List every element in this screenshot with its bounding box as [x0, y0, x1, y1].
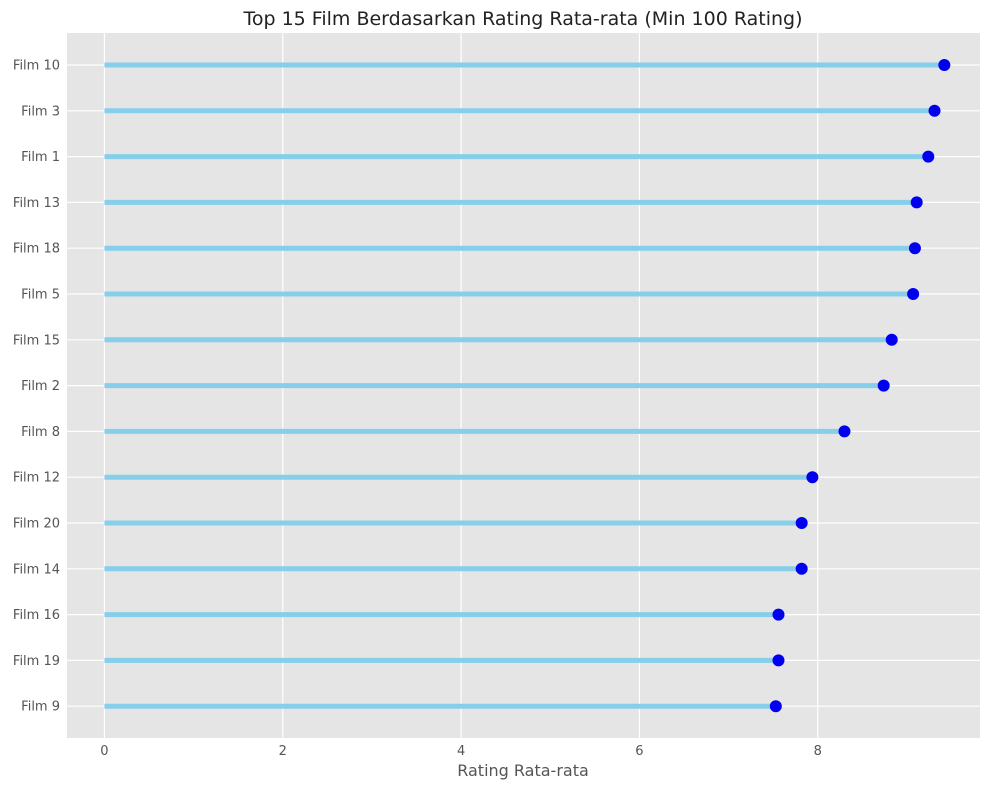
lollipop-marker	[907, 288, 920, 300]
lollipop-marker	[806, 471, 819, 484]
lollipop-marker	[922, 150, 935, 163]
y-tick-label: Film 12	[13, 471, 60, 486]
chart-marks	[104, 59, 951, 713]
y-tick-label: Film 5	[21, 288, 60, 303]
y-tick-label: Film 16	[13, 608, 60, 623]
x-tick-label: 2	[279, 744, 287, 759]
lollipop-marker	[795, 562, 808, 575]
x-tick-labels: 0 2 4 6 8	[100, 744, 822, 759]
lollipop-marker	[877, 379, 890, 392]
y-tick-label: Film 18	[13, 242, 60, 257]
x-tick-label: 0	[100, 744, 108, 759]
lollipop-marker	[938, 59, 951, 71]
y-tick-label: Film 1	[21, 150, 60, 165]
y-tick-label: Film 8	[21, 425, 60, 440]
lollipop-marker	[910, 196, 923, 209]
y-tick-label: Film 10	[13, 59, 60, 74]
y-tick-label: Film 19	[13, 654, 60, 669]
lollipop-marker	[838, 425, 851, 438]
chart-title: Top 15 Film Berdasarkan Rating Rata-rata…	[242, 8, 802, 30]
y-tick-label: Film 3	[21, 104, 60, 119]
x-tick-label: 8	[814, 744, 822, 759]
x-tick-label: 6	[635, 744, 643, 759]
lollipop-marker	[908, 242, 921, 255]
y-tick-label: Film 9	[21, 700, 60, 715]
lollipop-marker	[795, 517, 808, 529]
x-tick-label: 4	[457, 744, 465, 759]
lollipop-marker	[769, 700, 782, 713]
lollipop-marker	[928, 104, 941, 117]
x-axis-label: Rating Rata-rata	[457, 761, 589, 780]
lollipop-marker	[772, 608, 785, 621]
y-tick-label: Film 14	[13, 562, 60, 577]
y-tick-label: Film 15	[13, 333, 60, 348]
y-tick-label: Film 13	[13, 196, 60, 211]
lollipop-marker	[772, 654, 785, 667]
y-tick-labels: Film 10 Film 3 Film 1 Film 13 Film 18 Film 5 F…	[13, 59, 60, 715]
y-tick-label: Film 2	[21, 379, 60, 394]
lollipop-marker	[885, 333, 898, 346]
y-tick-label: Film 20	[13, 517, 60, 532]
